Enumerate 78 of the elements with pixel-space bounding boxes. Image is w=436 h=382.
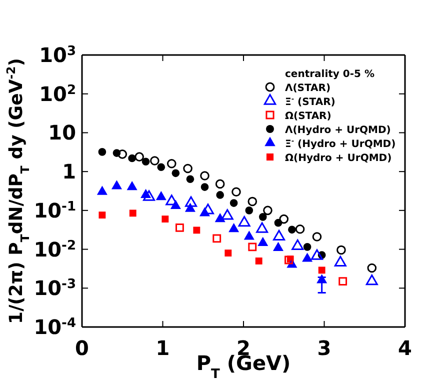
point bbox=[292, 239, 304, 250]
point bbox=[162, 216, 169, 223]
point bbox=[96, 186, 108, 195]
point bbox=[336, 245, 346, 255]
point bbox=[200, 171, 210, 180]
point bbox=[118, 150, 128, 159]
point bbox=[258, 236, 268, 246]
legend-label: Ξ$^{-}$ (Hydro + UrQMD) bbox=[285, 137, 396, 150]
point bbox=[166, 158, 176, 168]
point bbox=[157, 163, 166, 172]
point bbox=[288, 226, 296, 234]
point bbox=[142, 158, 150, 166]
legend-label: Λ(STAR) bbox=[285, 83, 331, 94]
point bbox=[183, 164, 192, 174]
point bbox=[295, 224, 305, 234]
point bbox=[224, 250, 232, 257]
point bbox=[256, 222, 268, 233]
x-tick-label: 4 bbox=[398, 336, 412, 360]
point bbox=[172, 169, 180, 178]
point bbox=[255, 258, 262, 264]
legend-label: Ω(STAR) bbox=[285, 111, 332, 122]
point bbox=[310, 249, 323, 260]
point bbox=[193, 226, 200, 234]
point bbox=[258, 213, 267, 221]
point bbox=[175, 223, 184, 232]
point bbox=[185, 196, 198, 207]
point bbox=[98, 148, 106, 156]
legend-label: Ω(Hydro + UrQMD) bbox=[285, 153, 392, 164]
point bbox=[215, 179, 225, 189]
point bbox=[273, 230, 286, 241]
point bbox=[150, 156, 160, 166]
point bbox=[232, 187, 241, 197]
point bbox=[111, 180, 122, 190]
point bbox=[312, 232, 322, 242]
point bbox=[200, 183, 209, 191]
point bbox=[244, 230, 254, 240]
point bbox=[303, 243, 312, 251]
y-tick-label: 10$^{-4}$ bbox=[34, 315, 76, 339]
point bbox=[302, 252, 313, 262]
point bbox=[263, 206, 272, 216]
point bbox=[230, 199, 238, 207]
point bbox=[245, 206, 254, 214]
point bbox=[156, 191, 166, 200]
point bbox=[248, 196, 258, 206]
x-tick-label: 3 bbox=[317, 336, 332, 360]
point bbox=[186, 175, 194, 184]
point bbox=[367, 263, 377, 273]
point bbox=[212, 234, 222, 243]
point bbox=[238, 216, 250, 227]
point bbox=[143, 190, 156, 201]
y-tick-label: 1 bbox=[62, 160, 76, 184]
legend-label: Ξ$^{-}$ (STAR) bbox=[285, 95, 336, 108]
point bbox=[129, 210, 136, 217]
point bbox=[128, 154, 136, 162]
point bbox=[228, 223, 240, 232]
point bbox=[221, 209, 234, 220]
x-tick-label: 0 bbox=[75, 336, 89, 360]
point bbox=[318, 266, 326, 274]
point bbox=[366, 274, 378, 286]
point bbox=[248, 242, 257, 252]
point bbox=[338, 277, 348, 286]
legend-title: centrality 0-5 % bbox=[285, 69, 374, 80]
y-tick-label: 10$^{-2}$ bbox=[34, 237, 76, 262]
y-tick-label: 10$^{-1}$ bbox=[34, 198, 76, 222]
x-tick-label: 1 bbox=[156, 336, 170, 360]
y-tick-label: 10$^{2}$ bbox=[39, 82, 76, 106]
point bbox=[272, 242, 284, 252]
y-tick-label: 10$^{3}$ bbox=[39, 43, 76, 67]
point bbox=[134, 152, 144, 162]
point bbox=[216, 191, 224, 199]
y-tick-label: 10 bbox=[48, 120, 76, 145]
legend-label: Λ(Hydro + UrQMD) bbox=[285, 125, 391, 136]
point bbox=[126, 180, 138, 190]
point bbox=[279, 214, 289, 224]
point bbox=[98, 212, 106, 219]
y-tick-label: 10$^{-3}$ bbox=[34, 276, 76, 300]
point bbox=[316, 274, 328, 284]
point bbox=[334, 256, 346, 267]
